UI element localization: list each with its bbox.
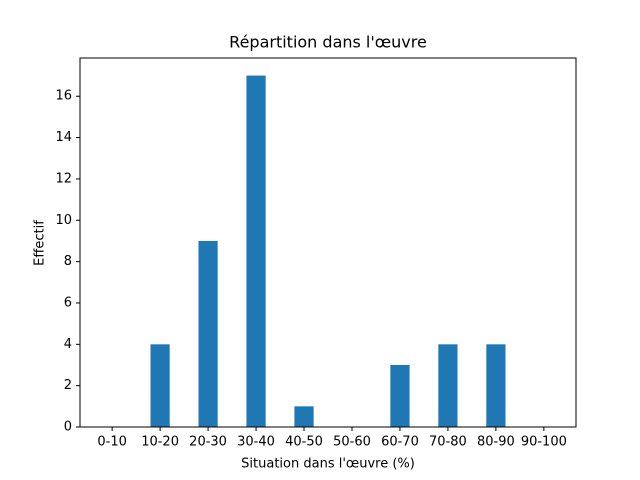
chart-title: Répartition dans l'œuvre (229, 33, 427, 52)
y-tick-label: 10 (55, 213, 72, 228)
x-tick-label: 30-40 (237, 435, 275, 450)
y-axis-label: Effectif (33, 220, 48, 266)
y-tick-label: 2 (64, 378, 72, 393)
x-tick-label: 0-10 (97, 435, 127, 450)
x-tick-label: 50-60 (333, 435, 371, 450)
bar (150, 344, 170, 427)
x-tick-label: 60-70 (381, 435, 419, 450)
bar (198, 240, 218, 427)
y-tick-label: 6 (64, 295, 72, 310)
bar (486, 344, 506, 427)
x-tick-label: 90-100 (521, 435, 567, 450)
y-tick-label: 8 (64, 254, 72, 269)
bar (390, 364, 410, 427)
y-tick-label: 4 (64, 337, 72, 352)
x-axis-label: Situation dans l'œuvre (%) (241, 457, 415, 472)
plot-frame (79, 57, 577, 428)
y-tick-label: 12 (55, 171, 72, 186)
y-tick-label: 0 (64, 420, 72, 435)
y-tick-label: 16 (55, 89, 72, 104)
bar (438, 344, 458, 427)
x-tick-label: 40-50 (285, 435, 323, 450)
y-tick-label: 14 (55, 130, 72, 145)
bar (246, 75, 266, 428)
x-tick-label: 20-30 (189, 435, 227, 450)
x-tick-label: 70-80 (429, 435, 467, 450)
x-tick-label: 80-90 (477, 435, 515, 450)
x-tick-label: 10-20 (141, 435, 179, 450)
bar (294, 406, 314, 427)
